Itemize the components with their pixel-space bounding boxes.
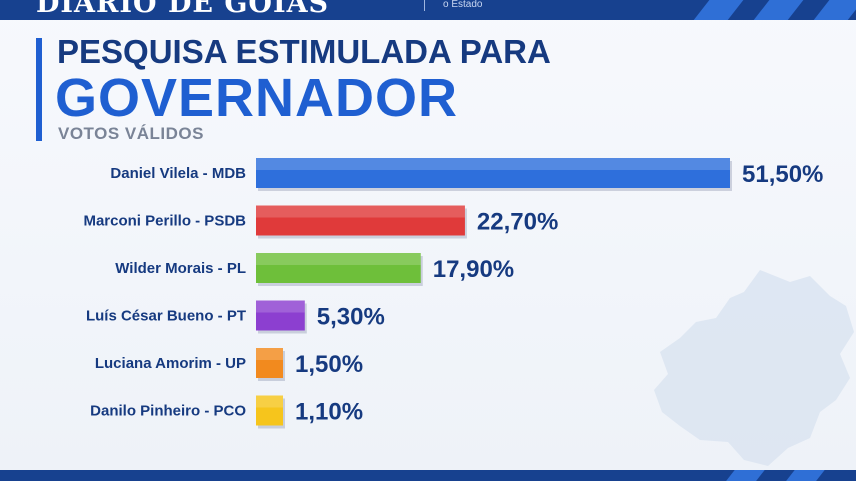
bar-4 <box>256 348 283 378</box>
logo: DIÁRIO DE GOIÁS <box>36 0 330 19</box>
chart-caption: VOTOS VÁLIDOS <box>58 124 204 143</box>
bar-highlight-3 <box>256 300 305 313</box>
bar-highlight-1 <box>256 205 465 218</box>
bar-3 <box>256 300 305 331</box>
bar-highlight-0 <box>256 158 730 170</box>
bar-1 <box>256 205 465 236</box>
bottom-banner <box>0 470 856 481</box>
value-label: 22,70% <box>477 209 558 236</box>
title-accent-bar <box>36 38 42 141</box>
chart-title-highlight: GOVERNADOR <box>55 68 459 128</box>
category-label: Wilder Morais - PL <box>115 260 246 277</box>
bar-highlight-5 <box>256 395 283 408</box>
value-label: 51,50% <box>742 161 823 188</box>
value-label: 1,50% <box>295 351 363 378</box>
goias-map-silhouette <box>654 270 854 466</box>
logo-tagline: o Estado <box>443 0 483 10</box>
category-label: Luís César Bueno - PT <box>86 308 246 325</box>
category-label: Marconi Perillo - PSDB <box>83 213 246 230</box>
bar-2 <box>256 253 421 283</box>
category-label: Luciana Amorim - UP <box>95 355 246 372</box>
category-label: Danilo Pinheiro - PCO <box>90 403 246 420</box>
bar-5 <box>256 395 283 426</box>
bar-highlight-4 <box>256 348 283 360</box>
value-label: 17,90% <box>433 256 514 283</box>
category-label: Daniel Vilela - MDB <box>110 165 246 182</box>
bar-highlight-2 <box>256 253 421 265</box>
top-banner: DIÁRIO DE GOIÁS o Estado <box>0 0 856 20</box>
value-label: 5,30% <box>317 304 385 331</box>
bar-0 <box>256 158 730 188</box>
value-label: 1,10% <box>295 399 363 426</box>
chart-title: PESQUISA ESTIMULADA PARA <box>57 33 551 70</box>
